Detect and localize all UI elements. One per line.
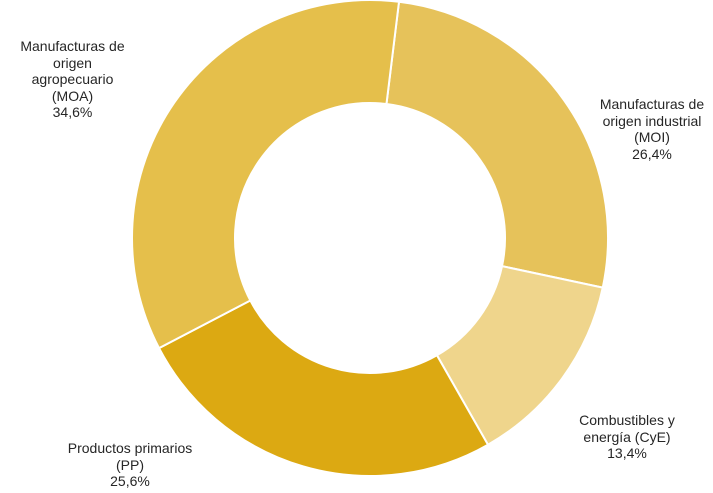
slice-moi [385,0,609,289]
label-pp-value: 25,6% [110,473,150,489]
label-pp-line-1: Productos primarios [67,440,193,456]
slice-moa [131,0,401,350]
label-moa-value: 34,6% [52,104,93,120]
label-moi-value: 26,4% [632,145,672,162]
label-moa-line-2: origen [53,54,92,71]
label-moi-line-3: (MOI) [634,129,670,145]
label-cye-line-1: Combustibles y [579,412,675,428]
label-cye-line-2: energía (CyE) [583,428,671,445]
slice-pp [157,299,490,477]
label-moi: Manufacturas de origen industrial (MOI) … [572,96,713,162]
donut-slices [131,0,609,477]
label-pp: Productos primarios (PP) 25,6% [45,440,215,490]
label-moa: Manufacturas de origen agropecuario (MOA… [0,38,145,121]
label-pp-line-2: (PP) [116,456,144,473]
label-moa-line-4: (MOA) [51,87,94,104]
label-moi-line-2: origen industrial [602,112,702,129]
label-moa-line-3: agropecuario [31,71,114,87]
label-cye: Combustibles y energía (CyE) 13,4% [552,412,702,462]
label-moi-line-1: Manufacturas de [599,96,705,112]
label-cye-value: 13,4% [607,445,647,461]
label-moa-line-1: Manufacturas de [20,38,125,54]
